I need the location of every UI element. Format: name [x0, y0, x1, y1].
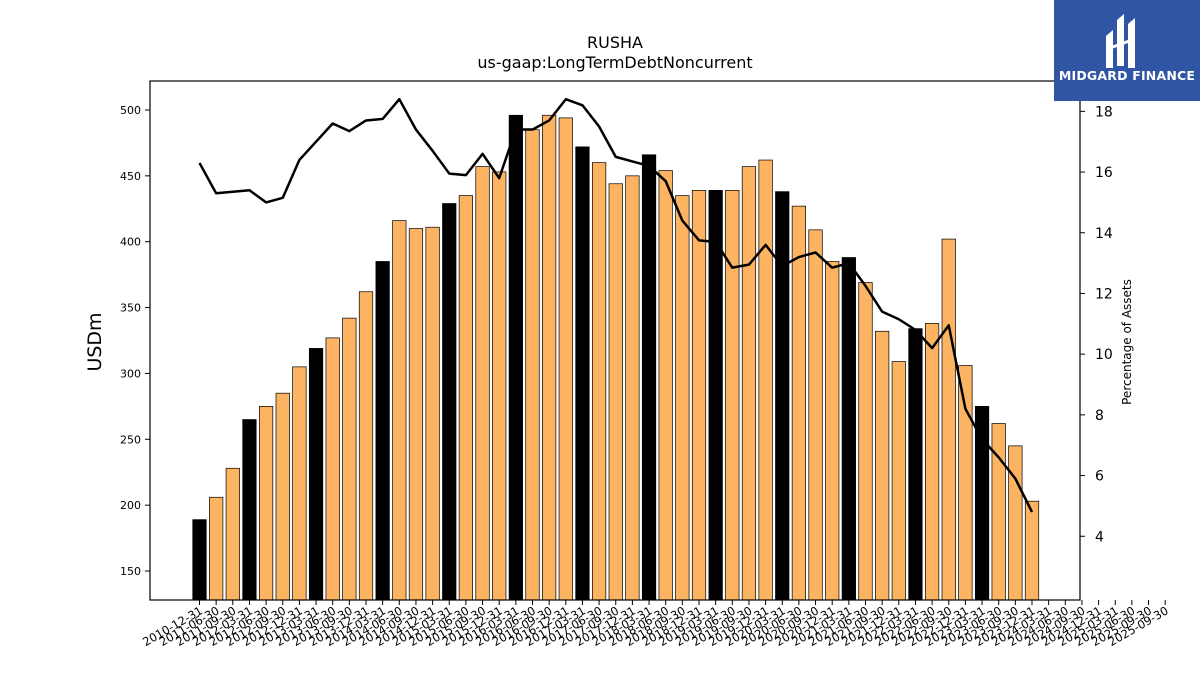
bar [691, 189, 707, 601]
bar [591, 162, 607, 601]
bar [875, 330, 890, 601]
y2-tick-label: 14 [1095, 226, 1113, 242]
bar [275, 392, 290, 601]
bar [641, 154, 657, 601]
bar [1008, 445, 1023, 601]
bar [858, 282, 873, 601]
bar [558, 117, 573, 601]
logo-text: MIDGARD FINANCE [1058, 68, 1196, 83]
bar [941, 238, 956, 601]
bar [325, 337, 340, 601]
bar [358, 291, 374, 601]
bar [825, 261, 840, 601]
bar [741, 166, 757, 601]
y-tick-label: 350 [120, 302, 141, 315]
bar [542, 114, 557, 601]
bar [475, 166, 490, 601]
bar [625, 175, 640, 601]
bar [708, 189, 723, 601]
y2-axis-label: Percentage of Assets [1120, 279, 1134, 405]
bar-series [192, 114, 1040, 601]
bar [392, 220, 407, 601]
y-tick-label: 150 [120, 565, 141, 578]
y-tick-label: 300 [120, 367, 141, 380]
y-axis-left: 150 200 250 300 350 400 450 500 [120, 104, 150, 578]
chart-subtitle: us-gaap:LongTermDebtNoncurrent [477, 53, 753, 72]
brand-logo: MIDGARD FINANCE [1054, 0, 1200, 101]
logo-mark-icon [1106, 14, 1135, 68]
y2-tick-label: 16 [1095, 165, 1113, 181]
bar [259, 406, 274, 601]
bar [308, 348, 324, 601]
bar [375, 261, 390, 601]
y2-tick-label: 6 [1095, 469, 1104, 485]
plot-frame [149, 80, 1081, 601]
bar [242, 419, 257, 601]
bar [608, 183, 623, 601]
bar [442, 203, 457, 601]
bar [425, 226, 440, 601]
bar [408, 228, 424, 601]
bar [908, 328, 923, 601]
y2-tick-label: 4 [1095, 529, 1104, 545]
bar [808, 229, 823, 601]
y-tick-label: 400 [120, 236, 141, 249]
bar [758, 159, 773, 601]
y-tick-label: 200 [120, 499, 141, 512]
y-axis-right: 4 6 8 10 12 14 16 18 [1080, 104, 1113, 545]
bar [492, 171, 507, 601]
bar [292, 366, 307, 601]
y2-tick-label: 12 [1095, 286, 1113, 302]
x-axis: 2010-12-312011-06-302011-09-302012-03-31… [140, 600, 1171, 649]
bar [658, 170, 673, 601]
y-tick-label: 500 [120, 104, 141, 117]
y2-tick-label: 10 [1095, 347, 1113, 363]
bar [342, 317, 357, 601]
bar [725, 189, 740, 601]
percentage-line [198, 97, 1034, 513]
bar [192, 519, 207, 601]
bar [958, 365, 973, 601]
bar [974, 406, 990, 601]
bar [775, 191, 790, 601]
bar [991, 423, 1006, 601]
y-tick-label: 250 [120, 433, 141, 446]
bar [209, 496, 224, 601]
bar [791, 205, 807, 601]
y2-tick-label: 8 [1095, 408, 1104, 424]
bar [575, 146, 590, 601]
bar [891, 361, 906, 601]
bar [924, 323, 940, 601]
chart-title: RUSHA [587, 33, 643, 52]
bar [525, 129, 540, 601]
bar [841, 257, 856, 601]
bar [225, 467, 240, 601]
bar [675, 195, 690, 601]
y-tick-label: 450 [120, 170, 141, 183]
y2-tick-label: 18 [1095, 104, 1113, 120]
bar [1024, 500, 1040, 601]
y-axis-label: USDm [84, 312, 106, 371]
bar [458, 195, 473, 601]
bar [508, 114, 523, 601]
